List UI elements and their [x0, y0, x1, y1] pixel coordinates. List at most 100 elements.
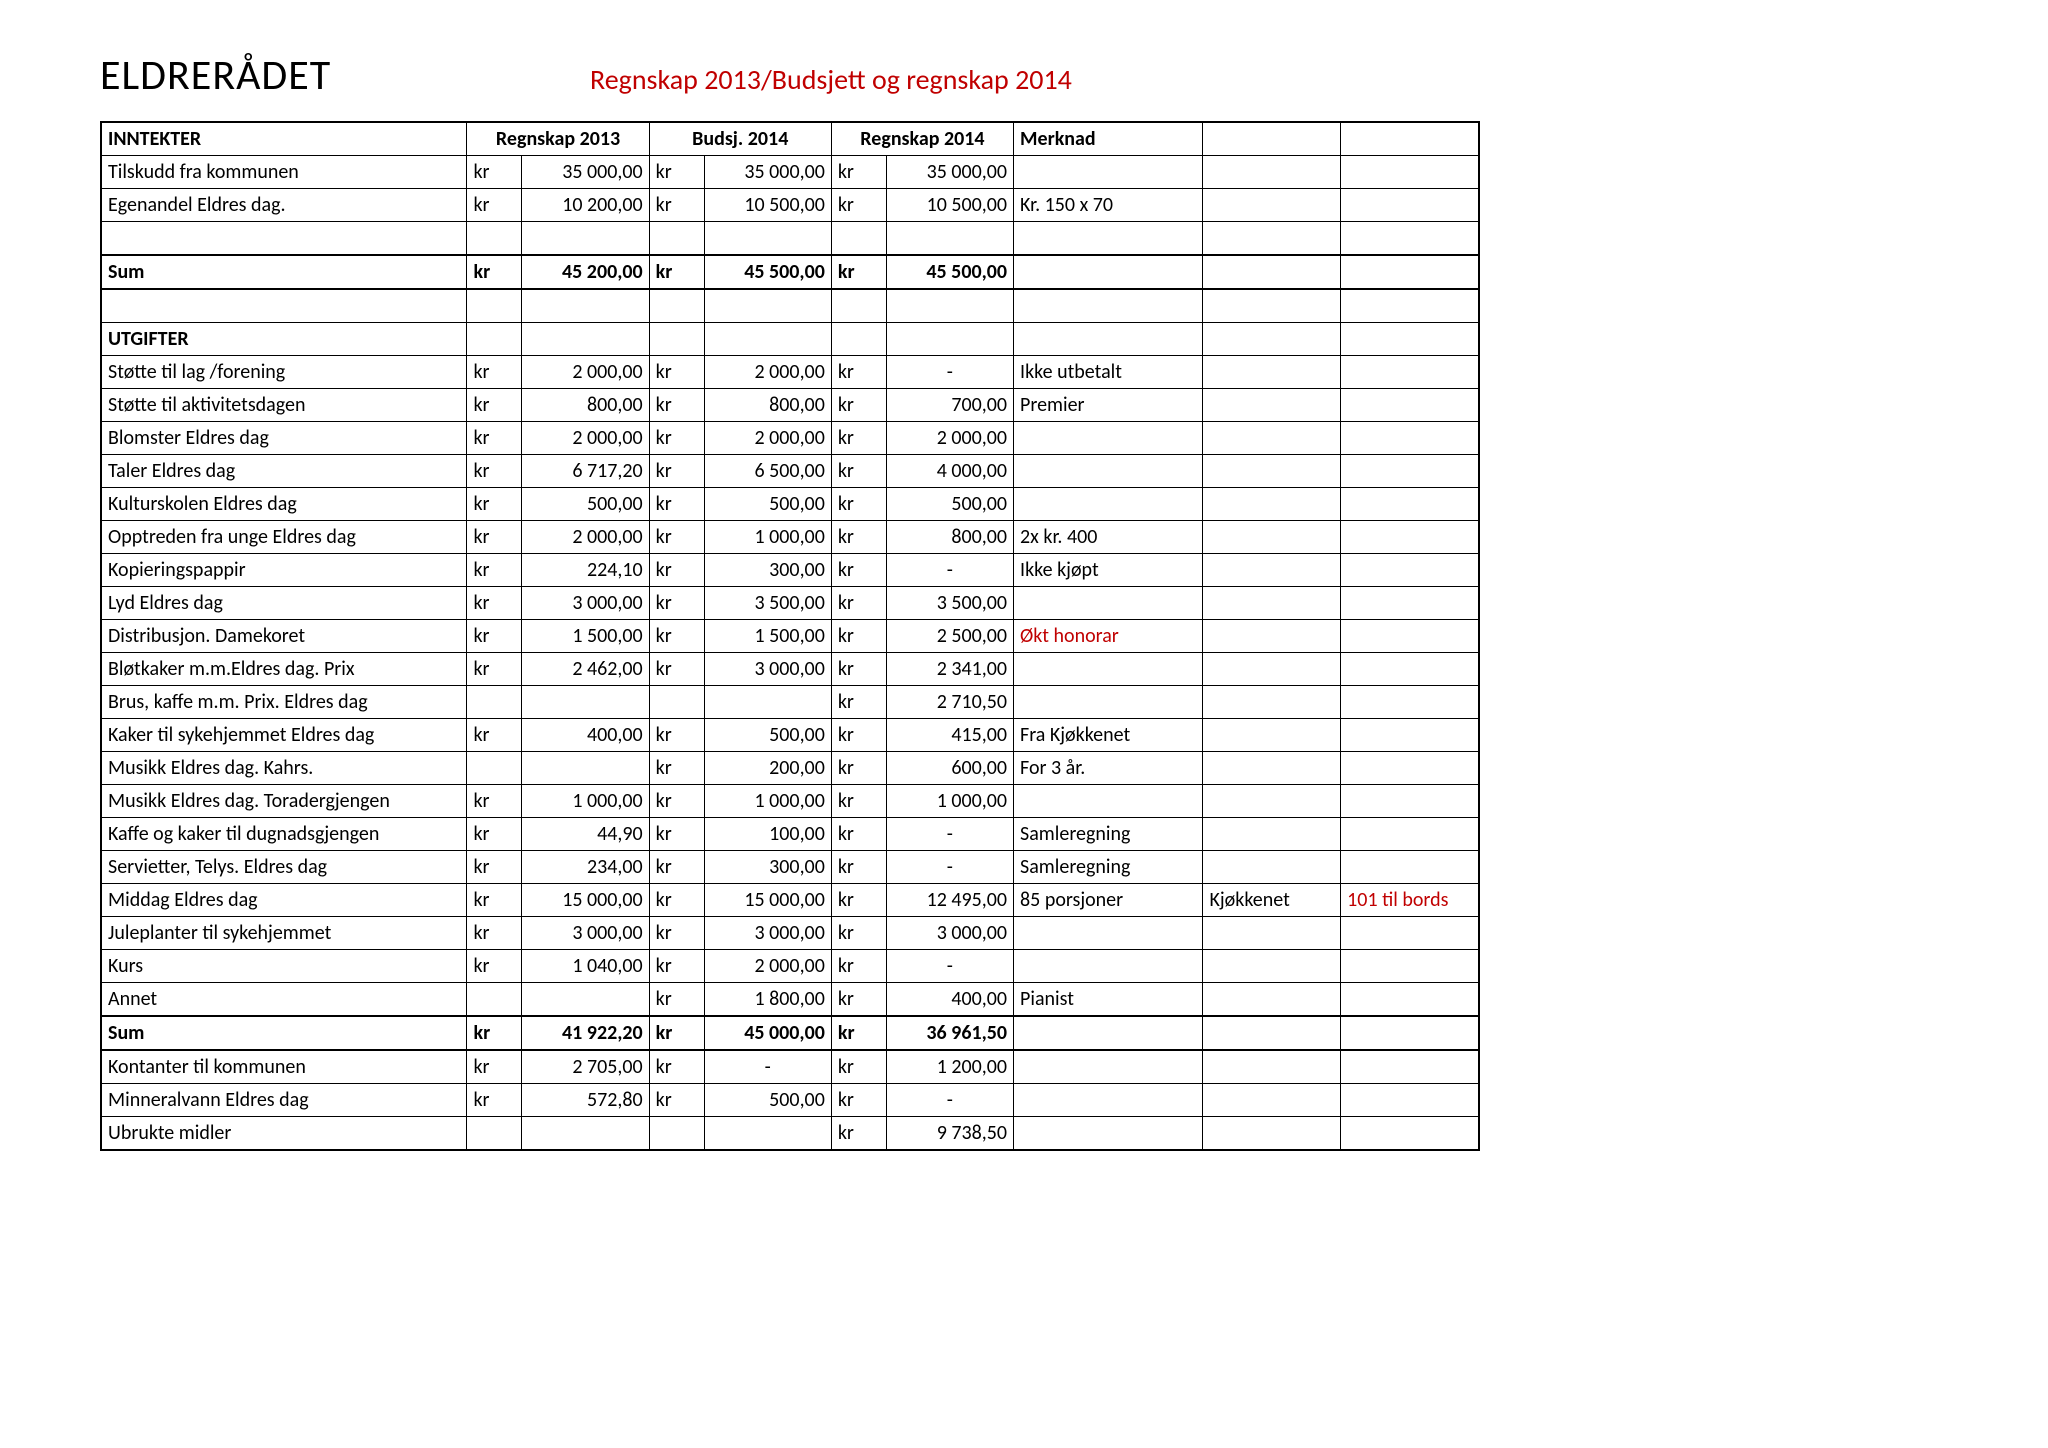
header-regnskap-2013: Regnskap 2013 [467, 122, 649, 156]
row-label: Annet [101, 983, 467, 1017]
note-cell [1014, 917, 1203, 950]
currency-cell: kr [649, 255, 704, 289]
amount-cell: 35 000,00 [886, 156, 1013, 189]
note-cell [1014, 422, 1203, 455]
extra1-cell [1203, 1050, 1341, 1084]
amount-cell: - [886, 851, 1013, 884]
amount-cell: 500,00 [704, 719, 831, 752]
amount-cell: 6 500,00 [704, 455, 831, 488]
amount-cell: 500,00 [704, 1084, 831, 1117]
amount-cell: 44,90 [522, 818, 649, 851]
extra2-cell [1341, 1117, 1479, 1151]
currency-cell: kr [831, 950, 886, 983]
header-regnskap-2014: Regnskap 2014 [831, 122, 1013, 156]
currency-cell: kr [649, 389, 704, 422]
currency-cell: kr [467, 653, 522, 686]
extra2-cell [1341, 189, 1479, 222]
currency-cell: kr [831, 1016, 886, 1050]
header-inntekter: INNTEKTER [101, 122, 467, 156]
amount-cell: 1 500,00 [522, 620, 649, 653]
amount-cell [522, 752, 649, 785]
currency-cell: kr [831, 156, 886, 189]
extra1-cell [1203, 422, 1341, 455]
currency-cell: kr [831, 653, 886, 686]
note-cell: Premier [1014, 389, 1203, 422]
note-cell: 85 porsjoner [1014, 884, 1203, 917]
amount-cell: 10 200,00 [522, 189, 649, 222]
note-cell [1014, 686, 1203, 719]
extra2-cell [1341, 389, 1479, 422]
amount-cell: - [704, 1050, 831, 1084]
amount-cell: 2 000,00 [886, 422, 1013, 455]
amount-cell: 300,00 [704, 851, 831, 884]
row-label: Ubrukte midler [101, 1117, 467, 1151]
note-cell [1014, 1084, 1203, 1117]
extra2-cell [1341, 950, 1479, 983]
extra2-cell [1341, 785, 1479, 818]
extra1-cell: Kjøkkenet [1203, 884, 1341, 917]
note-cell: Ikke kjøpt [1014, 554, 1203, 587]
currency-cell: kr [649, 884, 704, 917]
currency-cell [467, 1117, 522, 1151]
note-cell: Samleregning [1014, 818, 1203, 851]
amount-cell: 45 500,00 [886, 255, 1013, 289]
row-label: Tilskudd fra kommunen [101, 156, 467, 189]
amount-cell: 3 000,00 [522, 917, 649, 950]
extra1-cell [1203, 1016, 1341, 1050]
amount-cell: - [886, 818, 1013, 851]
row-label: Kurs [101, 950, 467, 983]
extra1-cell [1203, 587, 1341, 620]
note-cell [1014, 1117, 1203, 1151]
currency-cell: kr [467, 255, 522, 289]
currency-cell: kr [831, 554, 886, 587]
extra1-cell [1203, 1117, 1341, 1151]
amount-cell: 45 000,00 [704, 1016, 831, 1050]
note-cell [1014, 488, 1203, 521]
amount-cell: 1 200,00 [886, 1050, 1013, 1084]
currency-cell: kr [831, 455, 886, 488]
note-cell [1014, 156, 1203, 189]
extra2-cell [1341, 851, 1479, 884]
note-cell: Kr. 150 x 70 [1014, 189, 1203, 222]
currency-cell: kr [467, 389, 522, 422]
currency-cell: kr [649, 1050, 704, 1084]
amount-cell: 3 000,00 [886, 917, 1013, 950]
currency-cell: kr [649, 653, 704, 686]
currency-cell: kr [467, 950, 522, 983]
amount-cell: 800,00 [704, 389, 831, 422]
extra1-cell [1203, 1084, 1341, 1117]
header-budsj-2014: Budsj. 2014 [649, 122, 831, 156]
amount-cell [522, 1117, 649, 1151]
row-label: Kulturskolen Eldres dag [101, 488, 467, 521]
extra2-cell [1341, 719, 1479, 752]
amount-cell: 1 000,00 [522, 785, 649, 818]
currency-cell: kr [831, 752, 886, 785]
extra1-cell [1203, 389, 1341, 422]
row-label: Kopieringspappir [101, 554, 467, 587]
amount-cell: 2 000,00 [522, 422, 649, 455]
currency-cell: kr [831, 189, 886, 222]
page-title: ELDRERÅDET [100, 50, 590, 101]
row-label: Blomster Eldres dag [101, 422, 467, 455]
extra2-cell [1341, 587, 1479, 620]
amount-cell: 4 000,00 [886, 455, 1013, 488]
extra2-cell [1341, 653, 1479, 686]
amount-cell: 600,00 [886, 752, 1013, 785]
amount-cell: 15 000,00 [522, 884, 649, 917]
row-label: Kaker til sykehjemmet Eldres dag [101, 719, 467, 752]
currency-cell: kr [831, 488, 886, 521]
amount-cell: 1 000,00 [704, 785, 831, 818]
amount-cell: 700,00 [886, 389, 1013, 422]
currency-cell: kr [467, 587, 522, 620]
row-label: Støtte til lag /forening [101, 356, 467, 389]
amount-cell: 2 000,00 [704, 422, 831, 455]
extra2-cell [1341, 255, 1479, 289]
amount-cell: 36 961,50 [886, 1016, 1013, 1050]
extra2-cell [1341, 818, 1479, 851]
row-label: Taler Eldres dag [101, 455, 467, 488]
currency-cell: kr [831, 587, 886, 620]
currency-cell: kr [467, 851, 522, 884]
amount-cell: 6 717,20 [522, 455, 649, 488]
row-label: Opptreden fra unge Eldres dag [101, 521, 467, 554]
amount-cell: 2 710,50 [886, 686, 1013, 719]
